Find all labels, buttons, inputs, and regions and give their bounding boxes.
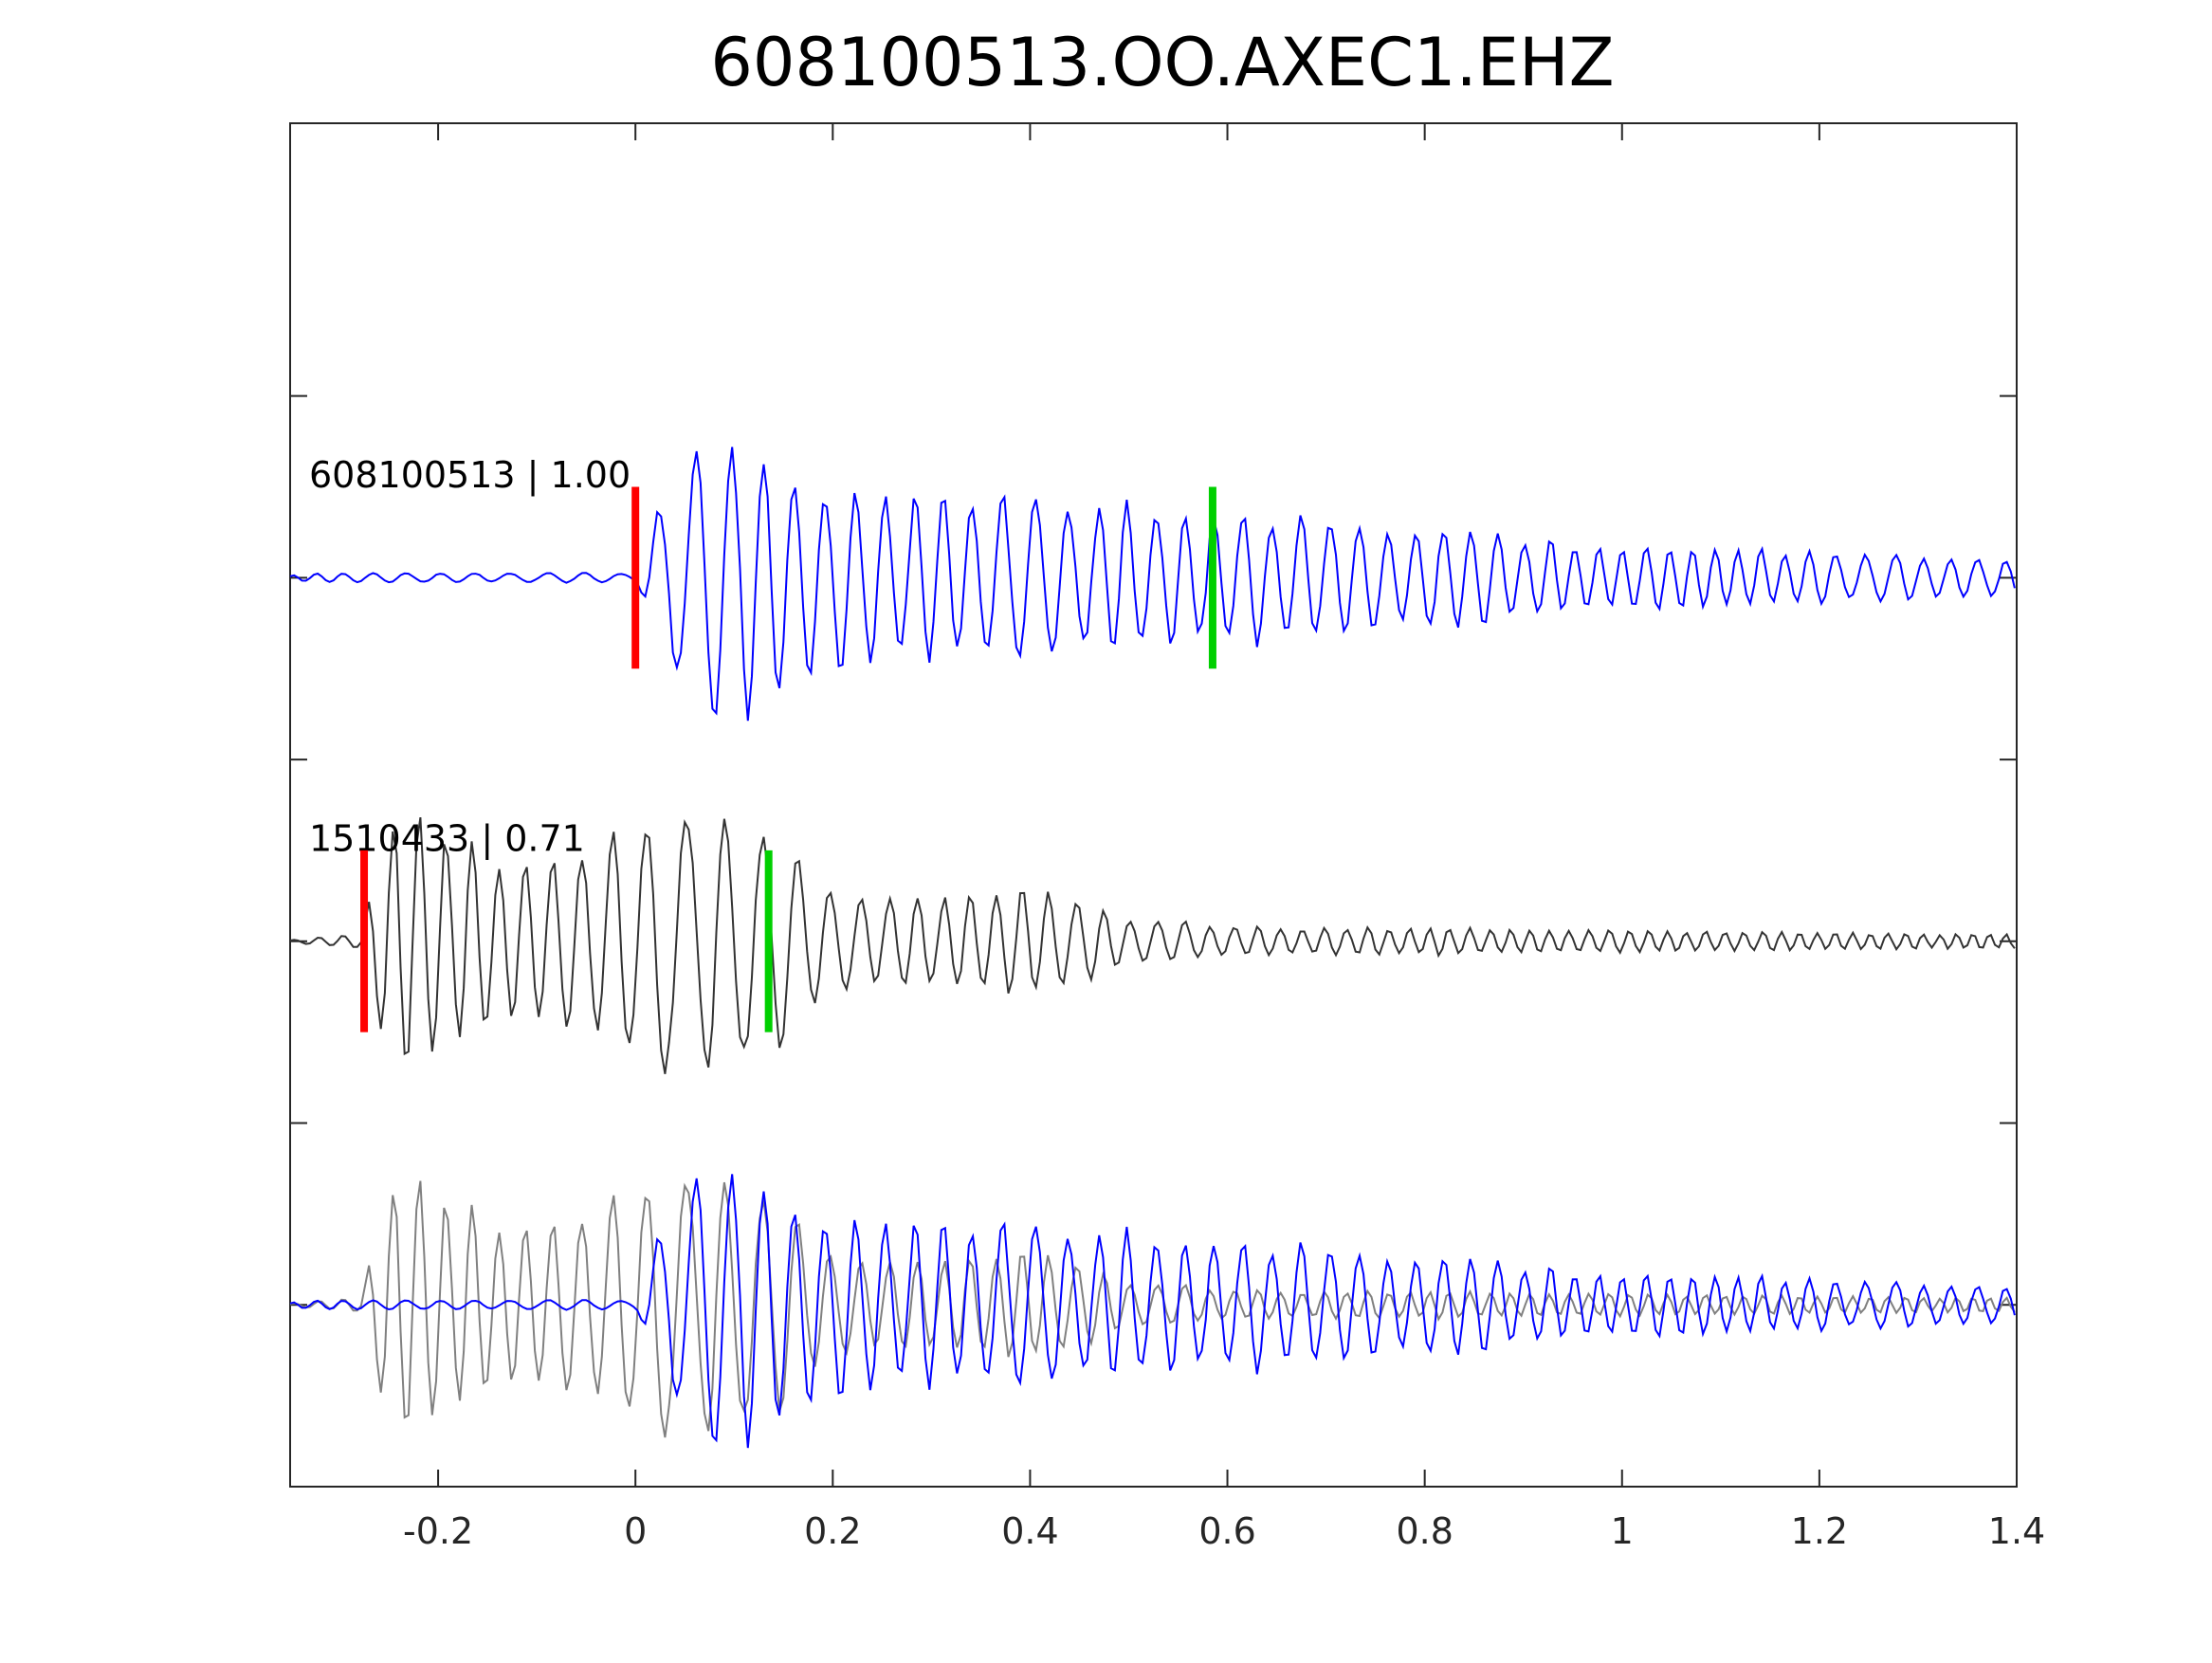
trace-overlay-detection [289, 1180, 2016, 1438]
plot-area: -0.2 0 0.2 0.4 0.6 0.8 1 1.2 1.4 608100513 | 1.00… [289, 122, 2045, 1552]
x-tick-label: 1.4 [1988, 1510, 2045, 1552]
x-tick-label: 0 [624, 1510, 647, 1552]
trace-label-detection: 1510433 | 0.71 [309, 817, 585, 860]
x-tick-label: 0.6 [1198, 1510, 1255, 1552]
trace-master-608100513 [289, 447, 2016, 722]
chart-title: 608100513.OO.AXEC1.EHZ [710, 24, 1614, 101]
axes-box [289, 122, 2018, 1488]
x-tick-label: 0.4 [1001, 1510, 1058, 1552]
trace-label-master: 608100513 | 1.00 [309, 454, 631, 497]
x-tick-label: -0.2 [403, 1510, 473, 1552]
x-tick-label: 1.2 [1791, 1510, 1848, 1552]
x-tick-label: 0.8 [1396, 1510, 1453, 1552]
trace-overlay-master [289, 1174, 2016, 1449]
trace-detection-1510433 [289, 816, 2016, 1074]
x-tick-label: 0.2 [804, 1510, 861, 1552]
x-tick-label: 1 [1611, 1510, 1634, 1552]
